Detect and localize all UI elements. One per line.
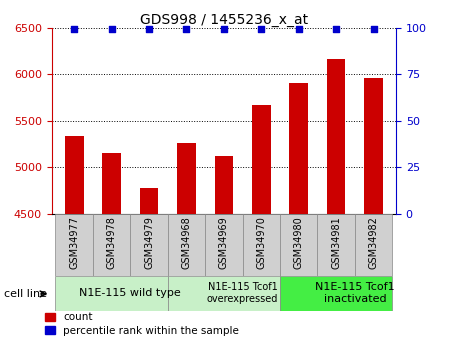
Bar (55, 214, 93, 276)
Point (183, 27, 190, 32)
Bar (177, 143, 196, 214)
Point (370, 27, 377, 32)
Text: GSM34980: GSM34980 (294, 216, 304, 268)
Point (71, 27, 78, 32)
Bar (205, 214, 243, 276)
Bar (243, 214, 280, 276)
Bar (252, 105, 270, 214)
Bar (364, 78, 383, 214)
Bar (289, 82, 308, 214)
Text: cell line: cell line (4, 289, 48, 299)
Bar (280, 276, 392, 310)
Text: GSM34969: GSM34969 (219, 216, 229, 268)
Point (295, 27, 302, 32)
Text: N1E-115 wild type: N1E-115 wild type (80, 288, 181, 298)
Point (333, 27, 340, 32)
Text: GSM34982: GSM34982 (369, 216, 378, 269)
Bar (280, 214, 317, 276)
Bar (102, 153, 121, 214)
Bar (327, 59, 346, 214)
Text: GSM34981: GSM34981 (331, 216, 341, 268)
Bar (55, 276, 168, 310)
Bar (215, 156, 233, 214)
Bar (65, 136, 84, 214)
Point (220, 27, 227, 32)
Bar (168, 276, 280, 310)
Text: GSM34979: GSM34979 (144, 216, 154, 269)
Point (145, 27, 153, 32)
Bar (130, 214, 168, 276)
Text: GSM34977: GSM34977 (69, 216, 79, 269)
Bar (140, 188, 158, 214)
Text: GSM34968: GSM34968 (181, 216, 191, 268)
Text: GSM34970: GSM34970 (256, 216, 266, 269)
Point (258, 27, 265, 32)
Bar (168, 214, 205, 276)
Bar (317, 214, 355, 276)
Bar (93, 214, 130, 276)
Text: N1E-115 Tcof1
inactivated: N1E-115 Tcof1 inactivated (315, 283, 395, 304)
Bar (355, 214, 392, 276)
Point (108, 27, 115, 32)
Text: N1E-115 Tcof1
overexpressed: N1E-115 Tcof1 overexpressed (207, 283, 278, 304)
Title: GDS998 / 1455236_x_at: GDS998 / 1455236_x_at (140, 12, 308, 27)
Text: GSM34978: GSM34978 (107, 216, 117, 269)
Legend: count, percentile rank within the sample: count, percentile rank within the sample (41, 308, 243, 340)
